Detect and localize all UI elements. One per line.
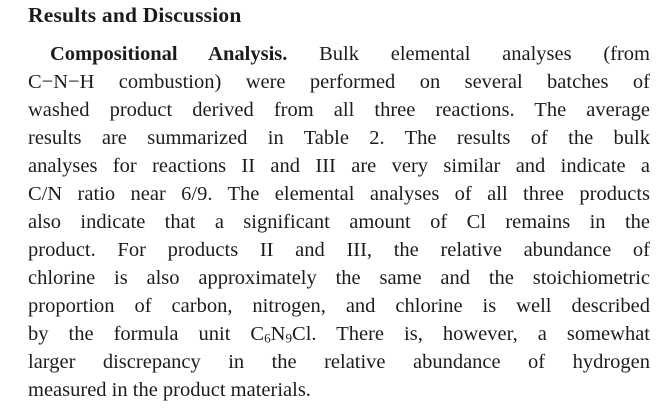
formula-subscript: 6 xyxy=(264,330,271,346)
paragraph-line-text: analyses for reactions II and III are ve… xyxy=(28,155,650,177)
paragraph-line: product. For products II and III, the re… xyxy=(28,236,650,264)
paragraph-line: larger discrepancy in the relative abund… xyxy=(28,348,650,376)
paragraph-line-text: measured in the product materials. xyxy=(28,379,311,401)
paragraph-line-text: washed product derived from all three re… xyxy=(28,99,650,121)
paragraph-lead-in: Compositional Analysis. xyxy=(50,43,288,65)
paragraph-line: washed product derived from all three re… xyxy=(28,96,650,124)
paragraph-compositional-analysis: Compositional Analysis. Bulk elemental a… xyxy=(28,40,650,404)
paragraph-line-text: Bulk elemental analyses (from xyxy=(287,43,650,65)
paragraph-line: results are summarized in Table 2. The r… xyxy=(28,124,650,152)
paragraph-line: measured in the product materials. xyxy=(28,376,650,404)
section-heading: Results and Discussion xyxy=(28,3,242,27)
paragraph-line: proportion of carbon, nitrogen, and chlo… xyxy=(28,292,650,320)
paragraph-line-text: results are summarized in Table 2. The r… xyxy=(28,127,650,149)
paragraph-line-text: larger discrepancy in the relative abund… xyxy=(28,351,650,373)
paragraph-line-text: product. For products II and III, the re… xyxy=(28,239,650,261)
paragraph-line-text: by the formula unit C xyxy=(28,323,265,345)
formula-element: N xyxy=(270,323,286,345)
paragraph-line: analyses for reactions II and III are ve… xyxy=(28,152,650,180)
paragraph-line-text: also indicate that a significant amount … xyxy=(28,211,650,233)
paragraph-line: chlorine is also approximately the same … xyxy=(28,264,650,292)
paragraph-line-text: C−N−H combustion) were performed on seve… xyxy=(28,71,650,93)
paragraph-line: also indicate that a significant amount … xyxy=(28,208,650,236)
paragraph-line: C/N ratio near 6/9. The elemental analys… xyxy=(28,180,650,208)
paragraph-line-text: chlorine is also approximately the same … xyxy=(28,267,650,289)
paragraph-line: Compositional Analysis. Bulk elemental a… xyxy=(28,40,650,68)
paragraph-line-text: proportion of carbon, nitrogen, and chlo… xyxy=(28,295,650,317)
paragraph-line-text: Cl. There is, however, a somewhat xyxy=(292,323,650,345)
paragraph-line-text: C/N ratio near 6/9. The elemental analys… xyxy=(28,183,650,205)
formula-subscript: 9 xyxy=(285,330,293,346)
paragraph-line-formula: by the formula unit C6N9Cl. There is, ho… xyxy=(28,320,650,348)
paragraph-line: C−N−H combustion) were performed on seve… xyxy=(28,68,650,96)
